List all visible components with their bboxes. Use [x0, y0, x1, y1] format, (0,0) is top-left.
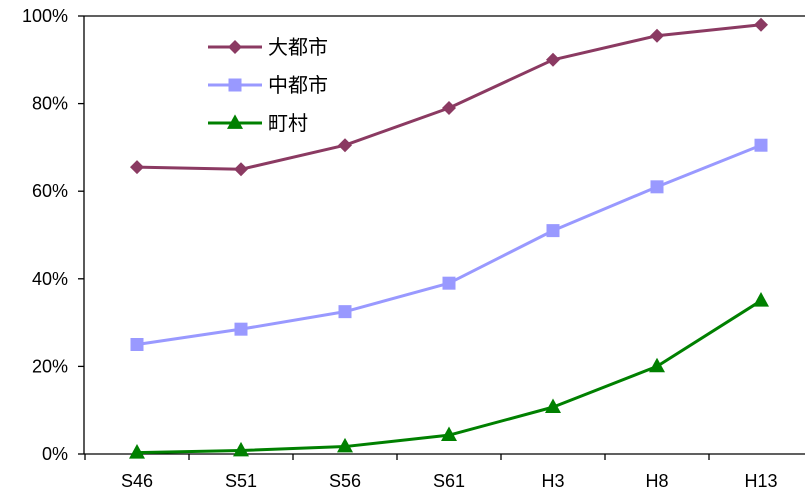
- axis-ticks: 0% 20% 40% 60% 80% 100% S46 S51 S56 S61 H3 H8 H13: [22, 6, 778, 491]
- series-line: [136, 143, 762, 346]
- y-tick-label: 100%: [22, 6, 68, 26]
- x-tick-label: S46: [121, 471, 153, 491]
- data-point-diamond: [234, 162, 248, 177]
- data-point-square: [130, 338, 144, 351]
- legend-label: 町村: [268, 112, 308, 135]
- series-diamond: [130, 17, 768, 177]
- data-point-square: [442, 276, 456, 290]
- data-point-triangle: [649, 357, 665, 373]
- data-point-square: [338, 305, 352, 319]
- x-tick-label: S56: [329, 471, 361, 491]
- data-point-triangle: [545, 398, 561, 414]
- legend-marker-triangle: [227, 114, 243, 129]
- data-point-square: [546, 224, 560, 238]
- data-point-triangle: [441, 426, 457, 442]
- legend-item: 大都市: [208, 36, 328, 59]
- data-point-diamond: [442, 100, 456, 115]
- legend-label: 大都市: [268, 36, 328, 59]
- data-point-square: [754, 138, 768, 152]
- y-tick-label: 20%: [32, 356, 68, 376]
- data-point-diamond: [338, 138, 352, 153]
- data-point-square: [650, 180, 664, 194]
- x-tick-label: H13: [744, 471, 777, 491]
- data-point-triangle: [233, 441, 249, 457]
- series-lines: [129, 17, 769, 459]
- x-tick-label: S61: [433, 471, 465, 491]
- legend-item: 町村: [208, 112, 308, 135]
- y-tick-label: 80%: [32, 94, 68, 114]
- legend-marker-diamond: [228, 40, 242, 54]
- data-point-diamond: [546, 52, 560, 67]
- y-tick-label: 0%: [42, 444, 68, 464]
- axes: [83, 15, 805, 455]
- data-point-triangle: [753, 292, 769, 307]
- data-point-square: [234, 322, 248, 336]
- y-tick-label: 60%: [32, 181, 68, 201]
- data-point-triangle: [129, 444, 145, 459]
- legend-item: 中都市: [208, 74, 328, 97]
- series-triangle: [129, 292, 769, 459]
- data-point-triangle: [337, 437, 353, 453]
- legend-label: 中都市: [268, 74, 328, 97]
- x-tick-label: H3: [541, 471, 564, 491]
- x-tick-label: H8: [645, 471, 668, 491]
- data-point-diamond: [754, 17, 768, 32]
- data-point-diamond: [130, 160, 144, 175]
- series-square: [130, 138, 768, 351]
- x-tick-label: S51: [225, 471, 257, 491]
- data-point-diamond: [650, 28, 664, 43]
- y-tick-label: 40%: [32, 269, 68, 289]
- legend-marker-square: [228, 78, 242, 92]
